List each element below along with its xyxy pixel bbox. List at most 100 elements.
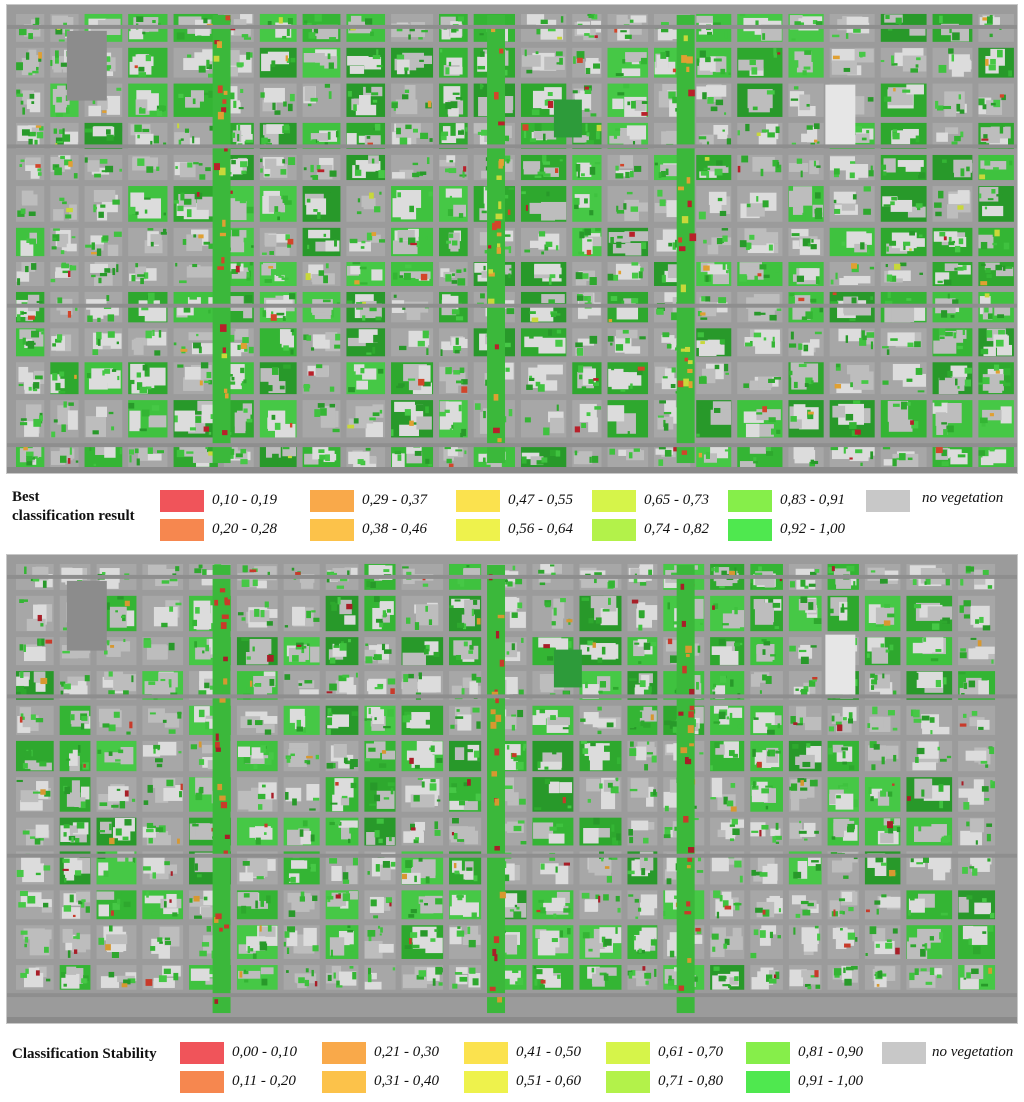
vegetation-patch	[956, 103, 961, 112]
building	[633, 640, 645, 657]
vegetation-patch	[658, 444, 666, 450]
vegetation-patch	[189, 427, 196, 431]
vegetation-patch	[521, 191, 526, 195]
low-score-patch	[409, 420, 414, 426]
low-score-patch	[222, 347, 226, 354]
vegetation-patch	[735, 902, 740, 911]
vegetation-patch	[413, 795, 420, 802]
vegetation-patch	[790, 279, 793, 283]
building	[264, 158, 277, 169]
vegetation-patch	[513, 825, 522, 832]
vegetation-patch	[594, 406, 602, 410]
vegetation-patch	[59, 371, 65, 377]
building	[22, 863, 45, 883]
vegetation-patch	[290, 876, 296, 883]
vegetation-patch	[23, 599, 28, 602]
vegetation-patch	[853, 400, 861, 404]
building	[543, 167, 559, 177]
vegetation-patch	[765, 444, 771, 452]
vegetation-patch	[579, 231, 585, 239]
vegetation-patch	[303, 334, 309, 341]
building	[64, 568, 83, 582]
vegetation-patch	[943, 105, 952, 110]
vegetation-patch	[726, 716, 730, 720]
building	[463, 801, 478, 811]
vegetation-patch	[418, 857, 423, 862]
vegetation-patch	[30, 714, 36, 720]
vegetation-patch	[445, 168, 453, 173]
building	[559, 782, 573, 794]
vegetation-patch	[534, 978, 538, 986]
building	[27, 294, 40, 312]
vegetation-patch	[804, 346, 807, 349]
building	[332, 568, 352, 575]
low-score-patch	[814, 970, 819, 978]
building	[268, 381, 286, 394]
vegetation-patch	[804, 585, 809, 589]
vegetation-patch	[237, 64, 243, 68]
low-score-patch	[216, 41, 222, 49]
low-score-patch	[773, 974, 777, 979]
vegetation-patch	[168, 679, 172, 685]
vegetation-patch	[773, 48, 777, 56]
vegetation-patch	[58, 390, 66, 394]
vegetation-patch	[589, 166, 596, 175]
building	[664, 368, 675, 379]
vegetation-patch	[367, 974, 372, 983]
low-score-patch	[982, 17, 988, 21]
vegetation-patch	[471, 673, 477, 681]
building	[193, 613, 212, 630]
vegetation-patch	[526, 69, 533, 74]
low-score-patch	[314, 981, 318, 987]
vegetation-patch	[639, 336, 646, 340]
low-score-patch	[37, 614, 42, 622]
vegetation-patch	[260, 609, 265, 618]
vegetation-patch	[275, 273, 282, 276]
low-score-patch	[180, 348, 188, 352]
vegetation-patch	[581, 597, 590, 601]
building	[630, 568, 643, 577]
vegetation-patch	[126, 731, 131, 735]
vegetation-patch	[151, 825, 157, 829]
vegetation-patch	[817, 933, 821, 941]
vegetation-patch	[193, 342, 201, 349]
low-score-patch	[641, 112, 648, 116]
building	[163, 785, 183, 801]
vegetation-patch	[545, 195, 553, 202]
building	[53, 209, 64, 221]
vegetation-patch	[179, 791, 182, 798]
vegetation-patch	[383, 649, 392, 654]
vegetation-patch	[610, 786, 619, 794]
vegetation-patch	[243, 970, 249, 975]
building	[985, 161, 1007, 170]
low-score-patch	[673, 446, 678, 452]
vegetation-patch	[713, 683, 717, 688]
vegetation-patch	[65, 84, 68, 90]
vegetation-patch	[54, 167, 62, 176]
building	[144, 895, 164, 904]
building	[19, 707, 32, 717]
vegetation-patch	[793, 86, 799, 90]
vegetation-patch	[412, 944, 420, 949]
vegetation-patch	[71, 836, 74, 843]
vegetation-patch	[329, 403, 336, 408]
vegetation-patch	[621, 300, 625, 307]
vegetation-patch	[903, 245, 906, 251]
building	[791, 895, 806, 905]
vegetation-patch	[724, 363, 729, 372]
vegetation-patch	[327, 53, 331, 60]
vegetation-patch	[264, 279, 272, 283]
vegetation-patch	[155, 827, 164, 832]
vegetation-patch	[416, 171, 424, 177]
vegetation-patch	[891, 875, 899, 880]
vegetation-patch	[243, 893, 250, 898]
vegetation-patch	[870, 341, 873, 350]
building	[879, 896, 901, 908]
vegetation-patch	[725, 270, 729, 274]
building	[526, 14, 545, 25]
building	[283, 295, 293, 309]
vegetation-patch	[469, 967, 476, 974]
building	[23, 928, 45, 940]
vegetation-patch	[707, 31, 713, 35]
building	[334, 778, 354, 798]
